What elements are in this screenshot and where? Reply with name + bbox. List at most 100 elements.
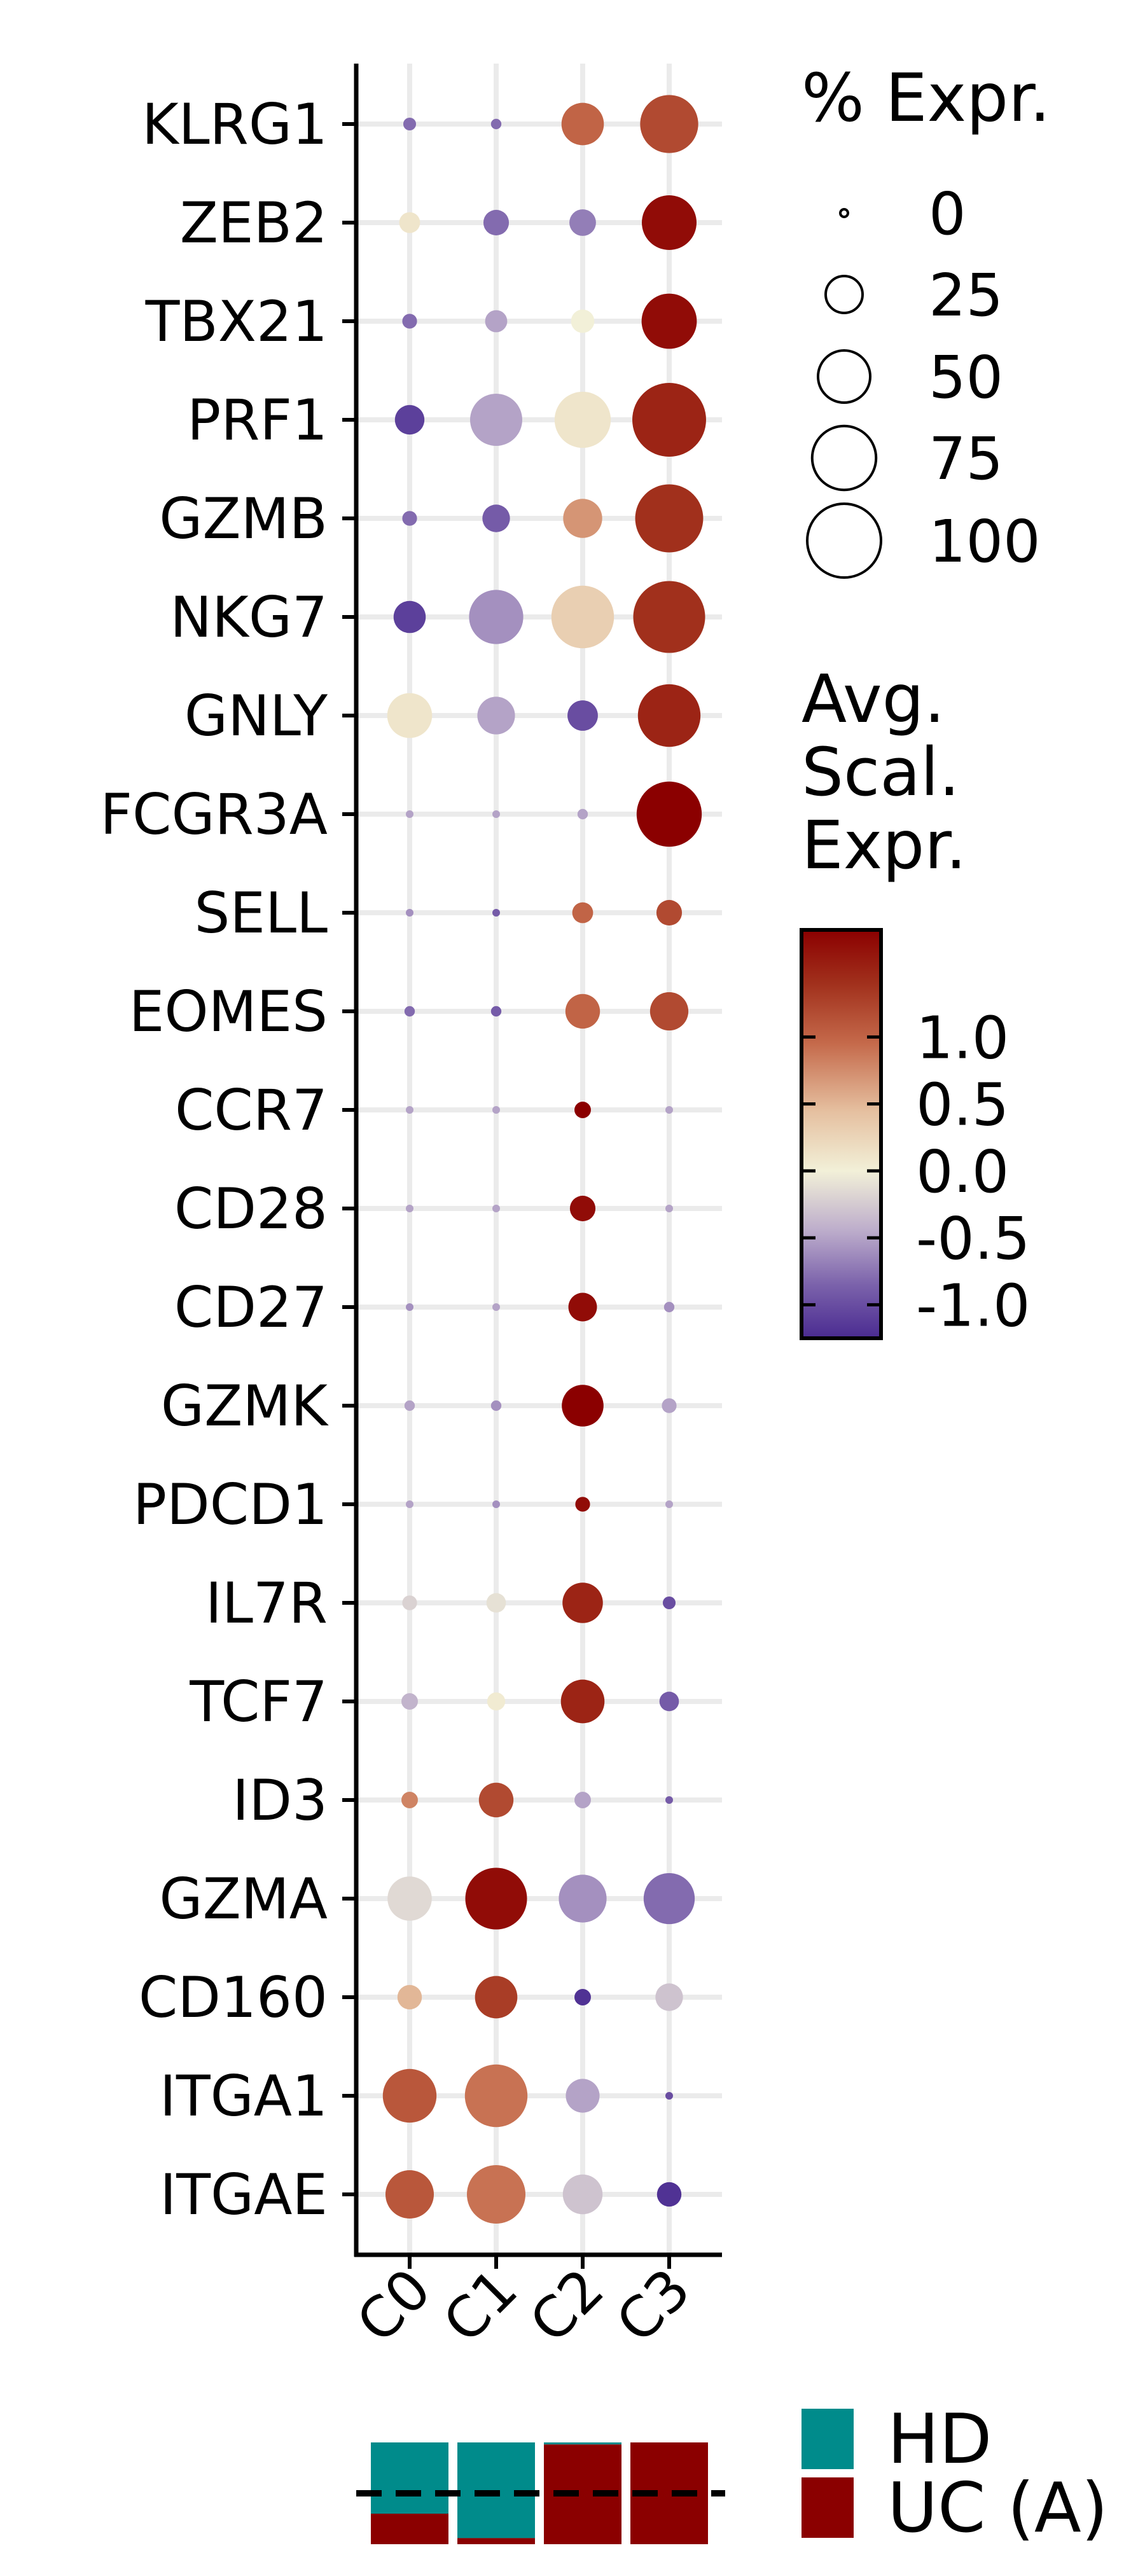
dot-ITGAE-C2 [562, 2174, 603, 2215]
dot-marks [382, 95, 706, 2224]
dot-CD160-C0 [397, 1984, 422, 2010]
dot-PDCD1-C3 [665, 1500, 673, 1508]
dot-ZEB2-C1 [483, 209, 510, 236]
dot-KLRG1-C3 [640, 95, 698, 153]
gene-label-CD28: CD28 [174, 1176, 328, 1242]
dot-ZEB2-C3 [641, 195, 697, 251]
size-legend-title: % Expr. [802, 59, 1050, 137]
group-composition-bar [356, 2442, 725, 2544]
dot-EOMES-C1 [490, 1006, 502, 1017]
size-legend-label: 75 [929, 425, 1003, 493]
cluster-label-C0: C0 [344, 2256, 443, 2355]
dot-GNLY-C1 [477, 696, 515, 735]
dot-CD27-C3 [663, 1301, 675, 1313]
dot-NKG7-C1 [469, 590, 524, 644]
dot-GZMA-C1 [465, 1867, 527, 1930]
dot-CD27-C0 [406, 1303, 413, 1311]
dot-PDCD1-C0 [406, 1500, 413, 1508]
dot-GZMB-C2 [563, 499, 602, 538]
group-bar-segment [371, 2442, 448, 2514]
dot-ID3-C0 [401, 1792, 418, 1808]
gene-label-CCR7: CCR7 [175, 1077, 328, 1143]
dot-ID3-C1 [478, 1782, 514, 1818]
dot-KLRG1-C0 [403, 117, 417, 131]
dot-PRF1-C3 [632, 383, 706, 457]
dot-ID3-C2 [574, 1792, 591, 1808]
dot-CD160-C2 [574, 1989, 591, 2005]
cluster-label-C3: C3 [604, 2256, 703, 2355]
dot-KLRG1-C1 [490, 118, 502, 130]
gene-label-ZEB2: ZEB2 [180, 190, 328, 256]
colorbar-label: 1.0 [916, 1004, 1009, 1072]
size-legend-label: 100 [929, 508, 1041, 576]
dot-ITGA1-C1 [464, 2064, 528, 2128]
dot-NKG7-C0 [393, 600, 426, 634]
group-legend-swatch [802, 2409, 854, 2469]
dot-EOMES-C2 [565, 994, 600, 1029]
size-legend: % Expr. 0 25 50 75 100 [802, 59, 1050, 579]
gene-label-SELL: SELL [194, 880, 328, 946]
dot-CD28-C0 [406, 1205, 413, 1212]
dot-NKG7-C2 [551, 585, 614, 649]
gene-label-ITGA1: ITGA1 [160, 2063, 328, 2129]
size-legend-circle [824, 275, 864, 314]
dot-CCR7-C3 [665, 1106, 673, 1114]
gene-label-ID3: ID3 [232, 1768, 328, 1833]
dot-TCF7-C1 [487, 1692, 506, 1711]
dot-SELL-C1 [492, 909, 500, 917]
dot-CD28-C3 [665, 1205, 673, 1212]
dot-KLRG1-C2 [561, 102, 604, 146]
color-legend-title-line-3: Expr. [802, 807, 967, 884]
size-legend-label: 25 [929, 261, 1003, 329]
dot-ZEB2-C0 [399, 212, 420, 233]
gene-label-PRF1: PRF1 [187, 387, 328, 453]
gene-label-NKG7: NKG7 [170, 585, 328, 650]
dot-GZMA-C3 [643, 1873, 695, 1925]
dot-IL7R-C3 [662, 1596, 676, 1610]
gene-label-IL7R: IL7R [205, 1570, 328, 1636]
dot-SELL-C0 [406, 909, 413, 917]
dot-ITGA1-C3 [665, 2092, 673, 2100]
gene-label-TCF7: TCF7 [189, 1669, 328, 1735]
dot-GZMB-C3 [635, 484, 704, 553]
group-bar-segment [457, 2538, 535, 2544]
group-legend-label: HD [887, 2400, 992, 2479]
dot-TBX21-C3 [641, 293, 697, 349]
dot-ID3-C3 [665, 1796, 673, 1804]
colorbar-label: 0.5 [916, 1071, 1009, 1139]
dot-SELL-C3 [656, 899, 683, 926]
dot-TBX21-C2 [571, 309, 595, 333]
group-bar-segment [371, 2514, 448, 2544]
dot-GZMK-C0 [404, 1400, 415, 1411]
dot-NKG7-C3 [633, 581, 705, 653]
dot-ITGAE-C0 [385, 2170, 434, 2219]
dot-CD27-C2 [568, 1292, 597, 1322]
dot-IL7R-C2 [562, 1582, 603, 1623]
gene-label-EOMES: EOMES [129, 979, 328, 1044]
size-legend-circle [806, 502, 882, 579]
gene-label-TBX21: TBX21 [145, 289, 328, 354]
gene-label-FCGR3A: FCGR3A [100, 782, 328, 847]
dot-PDCD1-C2 [575, 1497, 590, 1512]
gene-label-GZMA: GZMA [159, 1866, 328, 1932]
dot-GZMA-C2 [559, 1874, 607, 1923]
gene-label-GZMB: GZMB [159, 486, 328, 551]
dot-GNLY-C3 [637, 684, 701, 747]
cluster-label-C2: C2 [517, 2256, 616, 2355]
dot-TCF7-C3 [659, 1691, 679, 1712]
dot-GZMK-C2 [562, 1385, 604, 1427]
dot-IL7R-C0 [402, 1595, 417, 1610]
dot-TBX21-C1 [485, 310, 508, 333]
gene-label-GZMK: GZMK [161, 1373, 329, 1439]
dot-IL7R-C1 [486, 1593, 506, 1613]
dot-GNLY-C2 [567, 700, 598, 731]
size-legend-circle [810, 424, 878, 492]
gene-label-GNLY: GNLY [184, 683, 328, 749]
size-legend-label: 0 [929, 180, 966, 248]
dot-GNLY-C0 [387, 693, 433, 738]
dot-CCR7-C2 [574, 1102, 591, 1118]
dot-GZMA-C0 [387, 1876, 432, 1921]
dot-GZMB-C1 [482, 504, 510, 532]
